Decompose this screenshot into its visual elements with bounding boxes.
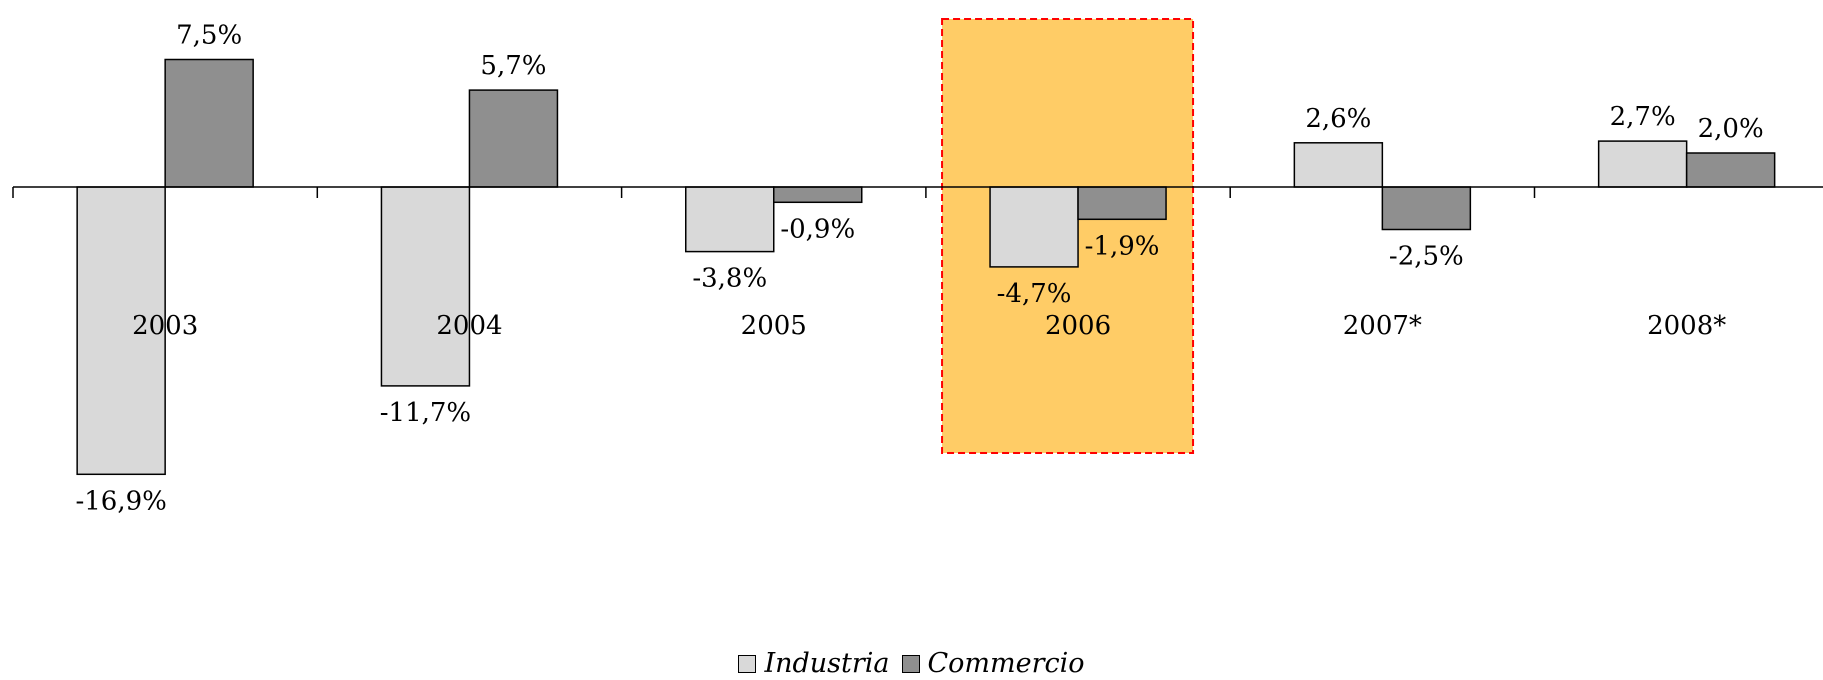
bar-industria-2003 [76,186,166,476]
bar-commercio-2007 [1381,186,1472,231]
data-label-commercio-2003: 7,5% [176,21,242,51]
bar-commercio-2006 [1077,186,1167,221]
bar-commercio-2005 [773,186,863,204]
x-tick-label-2005: 2005 [741,311,807,341]
bar-industria-2004 [380,186,471,387]
data-label-commercio-2004: 5,7% [480,51,546,81]
x-tick-label-2004: 2004 [436,311,502,341]
bar-commercio-2004 [468,89,559,188]
x-tick-label-2008: 2008* [1647,311,1726,341]
data-label-commercio-2005: -0,9% [780,214,855,244]
bar-industria-2005 [685,186,775,253]
data-label-industria-2006: -4,7% [997,279,1072,309]
legend-swatch-commercio [901,654,920,673]
legend-label-industria: Industria [764,648,890,679]
bar-commercio-2008 [1685,152,1776,188]
data-label-industria-2004: -11,7% [380,398,471,428]
data-label-commercio-2007: -2,5% [1389,242,1464,272]
chart: -16,9% 7,5% -11,7% 5,7% -3,8% -0,9% -4,7% -1,9%… [12,18,1823,516]
data-label-commercio-2006: -1,9% [1085,231,1160,261]
legend-item-commercio: Commercio [901,648,1085,679]
bar-industria-2008 [1597,140,1688,188]
legend: Industria Commercio [0,648,1823,679]
legend-swatch-industria [738,654,757,673]
data-label-industria-2008: 2,7% [1610,102,1676,132]
data-label-industria-2003: -16,9% [75,486,166,516]
data-label-industria-2007: 2,6% [1305,104,1371,134]
bar-industria-2007 [1293,142,1384,188]
bar-industria-2006 [989,186,1079,268]
legend-item-industria: Industria [738,648,890,679]
data-label-industria-2005: -3,8% [692,264,767,294]
x-tick-label-2006: 2006 [1045,311,1111,341]
legend-label-commercio: Commercio [927,648,1085,679]
x-tick-label-2003: 2003 [132,311,198,341]
x-tick-label-2007: 2007* [1343,311,1422,341]
data-label-commercio-2008: 2,0% [1698,114,1764,144]
bar-commercio-2003 [164,58,254,188]
